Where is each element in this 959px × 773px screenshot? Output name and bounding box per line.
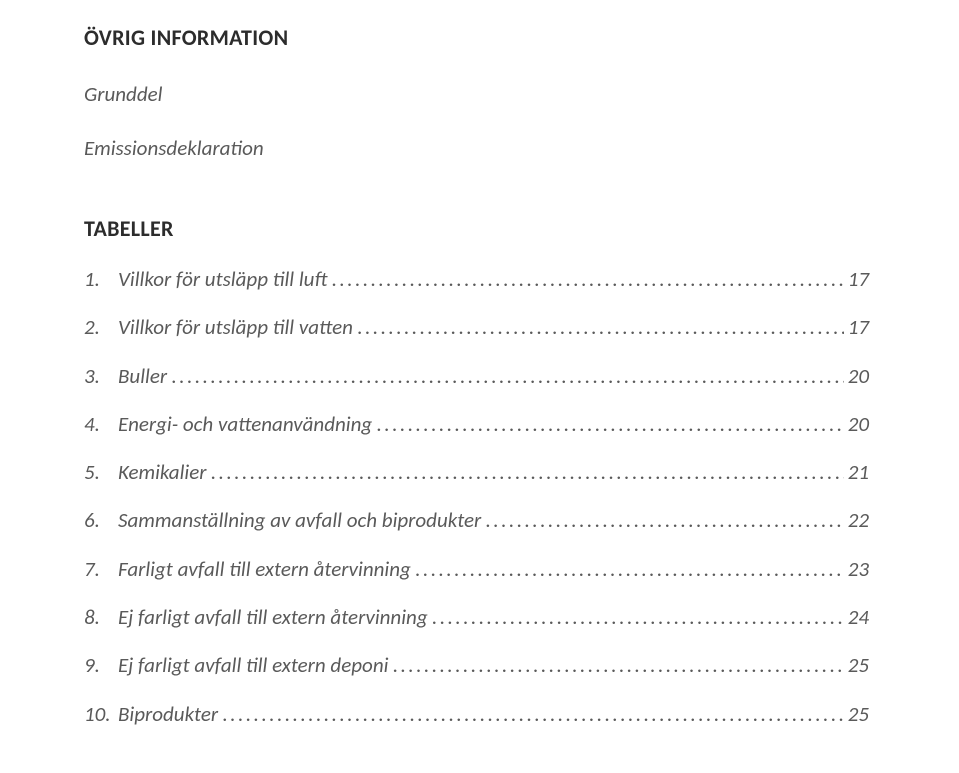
- toc-page: 22: [844, 507, 869, 534]
- toc-page: 20: [844, 411, 869, 438]
- toc-page: 21: [844, 459, 869, 486]
- toc-entry: 2. Villkor för utsläpp till vatten .....…: [84, 314, 869, 341]
- toc-title: Villkor för utsläpp till luft: [118, 266, 327, 293]
- toc-page: 17: [844, 314, 869, 341]
- toc-entry: 5. Kemikalier ..........................…: [84, 459, 869, 486]
- toc-number: 4.: [84, 411, 118, 438]
- toc-title: Kemikalier: [118, 459, 206, 486]
- toc-leader: ........................................…: [481, 507, 843, 534]
- toc-leader: ........................................…: [372, 411, 843, 438]
- toc-number: 5.: [84, 459, 118, 486]
- document-page: ÖVRIG INFORMATION Grunddel Emissionsdekl…: [0, 0, 959, 773]
- toc-entry: 7. Farligt avfall till extern återvinnin…: [84, 556, 869, 583]
- toc-entry: 6. Sammanställning av avfall och biprodu…: [84, 507, 869, 534]
- toc-number: 1.: [84, 266, 118, 293]
- toc-entry: 8. Ej farligt avfall till extern återvin…: [84, 604, 869, 631]
- toc-page: 24: [844, 604, 869, 631]
- toc-entry: 1. Villkor för utsläpp till luft .......…: [84, 266, 869, 293]
- toc-leader: ........................................…: [218, 701, 844, 728]
- section-heading-tabeller: TABELLER: [84, 215, 869, 242]
- toc-entry: 4. Energi- och vattenanvändning ........…: [84, 411, 869, 438]
- toc-page: 17: [844, 266, 869, 293]
- toc-title: Sammanställning av avfall och biprodukte…: [118, 507, 481, 534]
- toc-entry: 3. Buller ..............................…: [84, 363, 869, 390]
- subsection-grunddel: Grunddel: [84, 81, 869, 107]
- toc-list: 1. Villkor för utsläpp till luft .......…: [84, 266, 869, 728]
- toc-title: Ej farligt avfall till extern återvinnin…: [118, 604, 428, 631]
- toc-number: 9.: [84, 652, 118, 679]
- toc-number: 10.: [84, 701, 118, 728]
- toc-number: 7.: [84, 556, 118, 583]
- toc-entry: 10. Biprodukter ........................…: [84, 701, 869, 728]
- toc-title: Farligt avfall till extern återvinning: [118, 556, 411, 583]
- toc-page: 25: [844, 652, 869, 679]
- toc-title: Biprodukter: [118, 701, 218, 728]
- toc-leader: ........................................…: [167, 363, 844, 390]
- toc-page: 20: [844, 363, 869, 390]
- toc-number: 6.: [84, 507, 118, 534]
- toc-leader: ........................................…: [411, 556, 844, 583]
- toc-title: Villkor för utsläpp till vatten: [118, 314, 353, 341]
- toc-number: 2.: [84, 314, 118, 341]
- toc-page: 23: [844, 556, 869, 583]
- toc-entry: 9. Ej farligt avfall till extern deponi …: [84, 652, 869, 679]
- toc-title: Energi- och vattenanvändning: [118, 411, 372, 438]
- toc-title: Ej farligt avfall till extern deponi: [118, 652, 388, 679]
- toc-number: 8.: [84, 604, 118, 631]
- toc-leader: ........................................…: [388, 652, 843, 679]
- toc-leader: ........................................…: [206, 459, 843, 486]
- toc-page: 25: [844, 701, 869, 728]
- subsection-emissionsdeklaration: Emissionsdeklaration: [84, 135, 869, 161]
- section-heading-ovrig: ÖVRIG INFORMATION: [84, 24, 869, 51]
- toc-title: Buller: [118, 363, 167, 390]
- toc-leader: ........................................…: [353, 314, 844, 341]
- toc-leader: ........................................…: [428, 604, 844, 631]
- toc-number: 3.: [84, 363, 118, 390]
- toc-leader: ........................................…: [327, 266, 843, 293]
